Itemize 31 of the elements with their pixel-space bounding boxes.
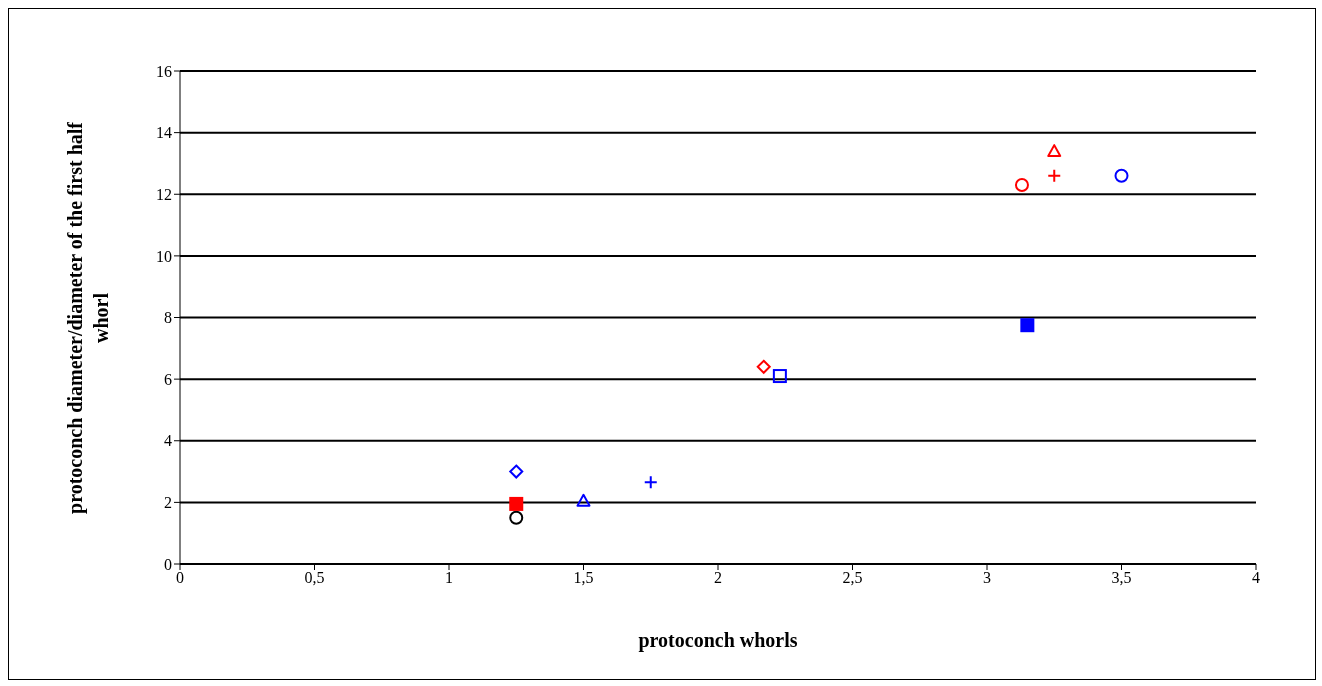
y-tick-label: 10: [156, 247, 172, 265]
x-tick-label: 1: [445, 569, 453, 587]
y-tick-label: 14: [156, 124, 172, 142]
y-tick-label: 16: [156, 62, 172, 80]
x-tick-label: 3,5: [1111, 569, 1132, 587]
point: [1020, 318, 1035, 333]
x-tick-label: 0,5: [304, 569, 325, 587]
point: [756, 359, 771, 374]
y-tick-label: 2: [164, 494, 172, 512]
y-axis-title: protoconch diameter/diameter of the first half whorl: [63, 121, 113, 516]
point: [1014, 178, 1029, 193]
point: [509, 496, 524, 511]
x-tick-label: 0: [176, 569, 184, 587]
x-axis-title: protoconch whorls: [637, 629, 799, 652]
point: [1114, 168, 1129, 183]
point: [1047, 144, 1062, 157]
point: [509, 464, 524, 479]
point: [576, 493, 591, 507]
point: [772, 369, 787, 384]
point: [509, 510, 524, 525]
x-tick-label: 1,5: [573, 569, 594, 587]
x-tick-label: 4: [1252, 569, 1260, 587]
y-tick-label: 12: [156, 185, 172, 203]
y-tick-label: 4: [164, 432, 172, 450]
y-tick-label: 0: [164, 555, 172, 573]
y-tick-label: 6: [164, 370, 172, 388]
x-tick-label: 2: [714, 569, 722, 587]
point: [1047, 168, 1062, 183]
x-tick-label: 2,5: [842, 569, 863, 587]
x-tick-label: 3: [983, 569, 991, 587]
y-tick-label: 8: [164, 309, 172, 327]
